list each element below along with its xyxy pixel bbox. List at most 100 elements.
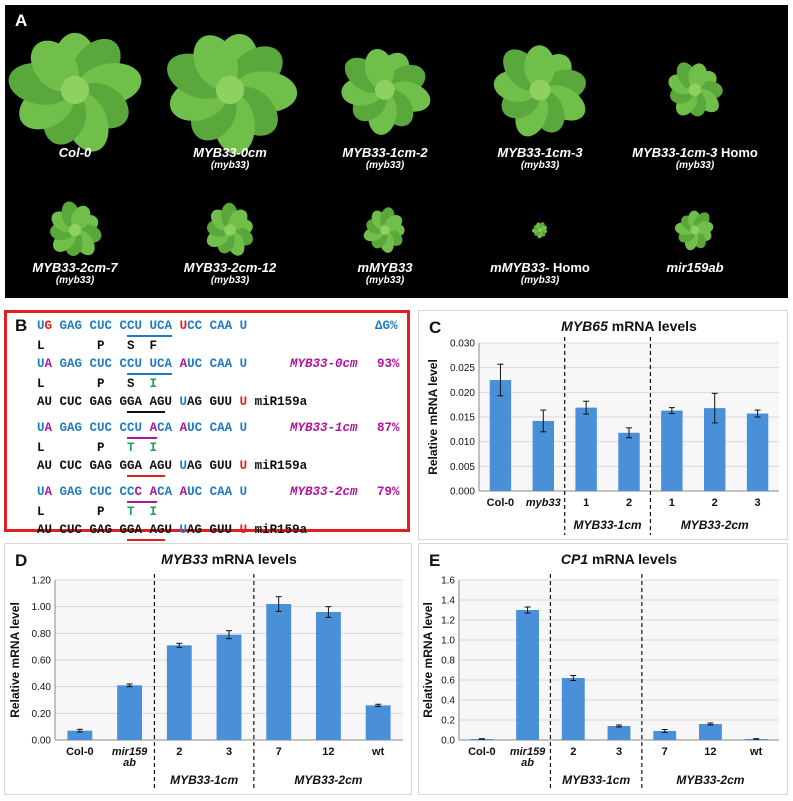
rosette-group <box>206 202 253 256</box>
seq-segment: CA <box>157 421 180 435</box>
plant-label: mMYB33- Homo (myb33) <box>460 260 620 286</box>
rosette-center <box>375 80 395 100</box>
leaf <box>364 49 395 89</box>
group-label: MYB33-1cm <box>170 773 238 787</box>
seq-segment: G <box>44 319 53 333</box>
rosette-center <box>688 83 702 97</box>
mutant-aa: L P T I <box>37 441 157 455</box>
y-tick-label: 0.000 <box>450 487 475 498</box>
aa-substitution: I <box>134 377 158 391</box>
plant-label: MYB33-1cm-3 Homo (myb33) <box>615 145 775 171</box>
rosette-center <box>60 75 90 105</box>
plant-name: Col-0 <box>58 145 92 160</box>
y-tick-label: 0.8 <box>441 656 455 667</box>
rosette-plant <box>50 201 102 257</box>
underline-mark <box>127 411 165 413</box>
panel-b-letter: B <box>15 316 28 335</box>
x-tick-label: wt <box>371 746 385 758</box>
underline-mark <box>127 373 172 375</box>
group-label: MYB33-2cm <box>681 518 749 532</box>
seq-segment: A <box>44 421 53 435</box>
y-tick-label: 1.6 <box>441 576 455 587</box>
rosette-plant <box>674 210 714 251</box>
y-tick-label: 0.0 <box>441 736 455 747</box>
seq-segment: U <box>37 485 45 499</box>
dg-percent: 93% <box>377 357 400 371</box>
rosette-group <box>668 62 723 117</box>
seq-segment: UC CAA U <box>187 357 255 371</box>
bar <box>746 413 769 491</box>
plant-genotype: (myb33) <box>520 275 560 286</box>
seq-segment: U <box>239 459 248 473</box>
bar <box>704 408 726 491</box>
bar <box>653 731 677 740</box>
bar <box>561 678 585 740</box>
plant-label: mir159ab <box>615 260 775 275</box>
aa-substitution: T I <box>104 505 158 519</box>
x-tick-label: ab <box>123 757 136 769</box>
x-tick-label: 7 <box>276 746 282 758</box>
x-tick-label: wt <box>749 746 763 758</box>
plant-genotype: (myb33) <box>210 160 250 171</box>
seq-segment: MYB33-2cm <box>290 485 358 499</box>
leaf <box>688 63 708 89</box>
y-tick-label: 0.2 <box>441 716 455 727</box>
panel-letter: E <box>429 551 440 570</box>
dg-percent: 87% <box>377 421 400 435</box>
seq-segment: CA <box>157 485 180 499</box>
x-tick-label: 3 <box>226 746 232 758</box>
leaf <box>695 221 714 235</box>
plant-label: mMYB33 (myb33) <box>305 260 465 286</box>
x-tick-label: 3 <box>755 497 761 509</box>
group-label: MYB33-1cm <box>562 773 630 787</box>
x-tick-label: 3 <box>616 746 622 758</box>
y-tick-label: 0.6 <box>441 676 455 687</box>
x-tick-label: 2 <box>570 746 576 758</box>
x-tick-label: 7 <box>662 746 668 758</box>
chart-c: C MYB65 mRNA levels 0.000 0.005 0.010 0.015 0.… <box>418 310 788 540</box>
chart-title-suffix: mRNA levels <box>588 551 677 567</box>
seq-segment: AU CUC GAG GGA AGU <box>37 459 180 473</box>
seq-segment: 79% <box>377 485 400 499</box>
rosette-center <box>380 225 390 235</box>
chart-title-gene: MYB33 <box>161 551 208 567</box>
bar <box>117 685 142 740</box>
seq-segment: A <box>149 485 158 499</box>
plant-genotype: (myb33) <box>55 275 95 286</box>
mutant-label: MYB33-0cm <box>290 357 358 371</box>
chart-title: CP1 mRNA levels <box>561 551 677 567</box>
plant-name: mMYB33 <box>357 260 413 275</box>
leaf <box>193 35 239 90</box>
bar <box>67 730 93 740</box>
bar <box>532 420 554 491</box>
plant-name: mMYB33- Homo <box>490 260 590 275</box>
panel-b-alignment: B UG GAG CUC CCU UCA UCC CAA U ΔG% L P S F… <box>4 310 410 541</box>
panel-letter: D <box>15 551 27 570</box>
plant-genotype: (myb33) <box>675 160 715 171</box>
rosette-center <box>538 228 542 232</box>
rosette-group <box>493 45 586 137</box>
bar <box>575 407 597 491</box>
y-axis-label: Relative mRNA level <box>8 602 22 718</box>
y-tick-label: 1.00 <box>32 602 52 613</box>
seq-segment: GAG CUC CCU UCA <box>52 357 180 371</box>
rosette-plant <box>341 49 431 136</box>
leaf <box>71 205 91 230</box>
y-tick-label: 0.4 <box>441 696 455 707</box>
seq-segment: AG GUU <box>187 523 240 537</box>
y-tick-label: 0.030 <box>450 339 475 350</box>
x-tick-label: ab <box>521 757 534 769</box>
plant-label: MYB33-1cm-2 (myb33) <box>305 145 465 171</box>
seq-segment: U <box>179 395 188 409</box>
bar <box>618 432 640 491</box>
rosette-group <box>167 33 298 155</box>
chart-title: MYB33 mRNA levels <box>161 551 297 567</box>
chart-e-svg: E CP1 mRNA levels 0.0 0.2 0.4 0.6 0.8 1.0 1.2 1.4… <box>421 551 779 790</box>
seq-segment <box>247 395 255 409</box>
mutant-sequence: UA GAG CUC CCC ACA AUC CAA U <box>37 485 255 499</box>
mirna-sequence: AU CUC GAG GGA AGU UAG GUU U miR159a <box>37 459 307 473</box>
y-tick-label: 1.20 <box>32 576 52 587</box>
x-tick-label: 1 <box>669 497 675 509</box>
mutant-label: MYB33-1cm <box>290 421 358 435</box>
y-axis-label: Relative mRNA level <box>426 359 440 475</box>
